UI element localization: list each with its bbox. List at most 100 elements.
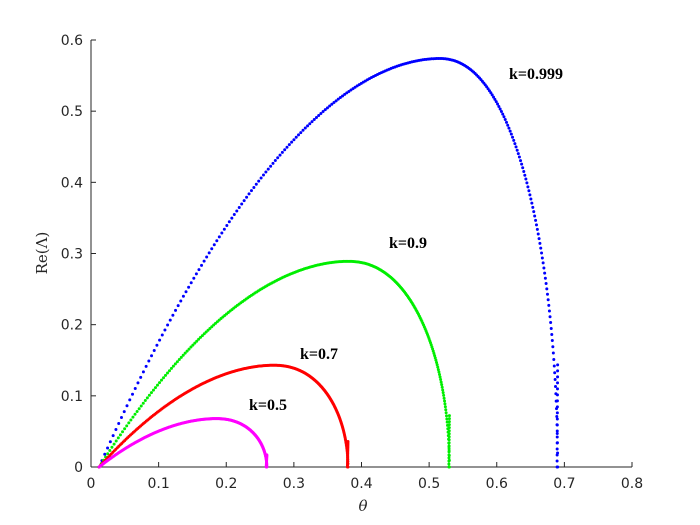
data-point [202, 259, 206, 263]
data-point [162, 376, 166, 380]
data-point [554, 385, 557, 389]
data-point [257, 179, 261, 183]
data-point [441, 391, 445, 395]
data-point [117, 421, 121, 425]
data-point [121, 430, 125, 434]
data-point [551, 351, 555, 355]
data-point [194, 272, 198, 276]
data-point [280, 150, 284, 154]
y-tick-label: 0.2 [61, 318, 83, 334]
data-point [205, 255, 209, 259]
data-point [443, 399, 447, 403]
data-point [531, 205, 535, 209]
data-point [127, 421, 131, 425]
data-point [110, 445, 114, 449]
data-point [536, 232, 540, 236]
data-point [547, 303, 551, 307]
data-point [341, 94, 345, 98]
data-point [539, 246, 543, 250]
y-tick-label: 0.1 [61, 389, 83, 405]
data-point [200, 334, 204, 338]
data-point [314, 115, 318, 119]
data-point [553, 378, 557, 382]
data-point [438, 372, 442, 376]
data-point [225, 223, 229, 227]
x-tick-label: 0.8 [621, 476, 643, 492]
data-point [555, 465, 559, 469]
data-point [254, 182, 258, 186]
data-point [139, 375, 143, 379]
data-point [179, 299, 183, 303]
data-point [189, 345, 193, 349]
data-point [555, 435, 559, 439]
data-point [312, 117, 316, 121]
data-point [433, 354, 437, 358]
data-point [153, 386, 157, 390]
data-point [168, 318, 172, 322]
data-point [549, 326, 553, 330]
data-point [240, 202, 244, 206]
data-point [447, 423, 451, 427]
data-point [523, 173, 527, 177]
data-point [184, 290, 188, 294]
data-point [438, 375, 442, 379]
data-point [447, 426, 451, 430]
data-point [133, 387, 137, 391]
data-point [555, 459, 559, 463]
data-point [436, 368, 440, 372]
data-point [555, 447, 559, 451]
series-label-k07: k=0.7 [300, 346, 338, 363]
data-point [204, 330, 208, 334]
data-point [187, 347, 191, 351]
data-point [437, 370, 441, 374]
data-point [501, 112, 505, 116]
data-point [177, 358, 181, 362]
data-point [179, 355, 183, 359]
data-point [276, 156, 280, 160]
data-point [152, 348, 156, 352]
y-axis-label: Re(Λ) [33, 232, 51, 275]
data-point [175, 360, 179, 364]
data-point [197, 337, 201, 341]
data-point [222, 227, 226, 231]
data-point [506, 123, 510, 127]
data-point [192, 276, 196, 280]
data-point [516, 152, 520, 156]
data-point [185, 349, 189, 353]
data-point [522, 169, 526, 173]
data-point [147, 393, 151, 397]
data-point [334, 99, 338, 103]
data-point [526, 185, 530, 189]
data-point [520, 162, 524, 166]
data-point [325, 106, 329, 110]
data-point [155, 343, 159, 347]
data-point [442, 393, 446, 397]
data-point [135, 409, 139, 413]
data-point [540, 256, 544, 260]
data-point [189, 281, 193, 285]
data-point [145, 396, 149, 400]
data-point [514, 145, 518, 149]
data-point [550, 339, 554, 343]
plot-area [97, 57, 560, 469]
data-point [441, 388, 445, 392]
data-point [137, 407, 141, 411]
data-point [511, 135, 515, 139]
data-point [555, 423, 559, 427]
data-point [447, 429, 451, 433]
data-point [540, 251, 544, 255]
data-point [555, 415, 559, 419]
data-point [264, 170, 268, 174]
data-point [555, 441, 559, 445]
data-point [321, 110, 325, 114]
data-point [508, 129, 512, 133]
data-point [158, 338, 162, 342]
data-point [336, 97, 340, 101]
data-point [439, 380, 443, 384]
y-tick-label: 0.6 [61, 33, 83, 49]
data-point [164, 373, 168, 377]
data-point [507, 126, 511, 130]
data-point [116, 436, 120, 440]
data-point [537, 237, 541, 241]
data-point [447, 435, 451, 439]
